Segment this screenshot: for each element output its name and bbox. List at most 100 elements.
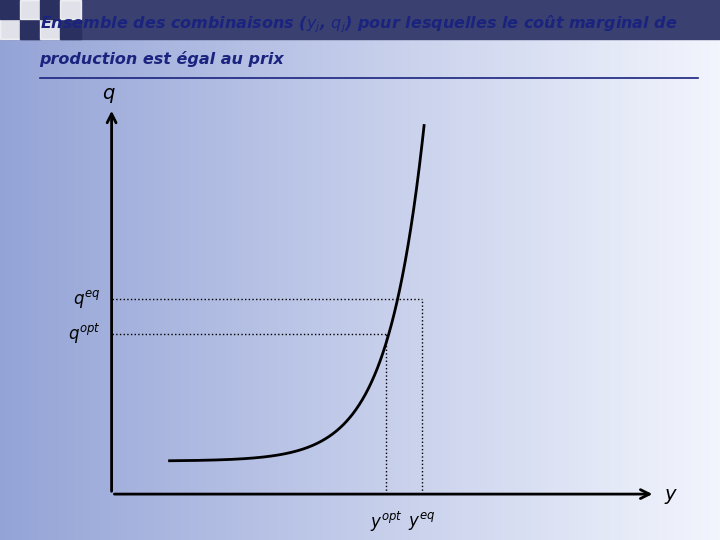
Bar — [9, 0, 12, 540]
Bar — [297, 0, 300, 540]
Bar — [7, 0, 9, 540]
Bar — [41, 0, 43, 540]
Bar — [535, 0, 538, 540]
Bar — [185, 0, 187, 540]
Bar — [0, 0, 720, 39]
Bar — [266, 0, 269, 540]
Bar — [158, 0, 161, 540]
Bar — [689, 0, 691, 540]
Bar — [423, 0, 425, 540]
Bar — [713, 0, 715, 540]
Bar — [521, 0, 523, 540]
Bar — [701, 0, 703, 540]
Bar — [495, 0, 497, 540]
Bar — [279, 0, 281, 540]
Bar — [420, 0, 423, 540]
Bar — [108, 0, 110, 540]
Bar — [441, 0, 444, 540]
Bar — [624, 0, 626, 540]
Bar — [461, 0, 463, 540]
Bar — [99, 0, 101, 540]
Bar — [122, 0, 125, 540]
Bar — [415, 0, 418, 540]
Bar — [612, 0, 614, 540]
Bar — [187, 0, 189, 540]
Bar — [135, 0, 137, 540]
Bar — [178, 0, 180, 540]
Bar — [235, 0, 238, 540]
Bar — [269, 0, 271, 540]
Bar — [84, 0, 86, 540]
Bar — [211, 0, 214, 540]
Bar — [449, 0, 451, 540]
Bar — [394, 0, 396, 540]
Bar — [605, 0, 607, 540]
Bar — [693, 0, 696, 540]
Bar — [331, 0, 333, 540]
Bar — [641, 0, 643, 540]
Bar — [531, 0, 533, 540]
Bar — [151, 0, 153, 540]
Bar — [583, 0, 585, 540]
Bar — [168, 0, 171, 540]
Bar — [456, 0, 459, 540]
Bar — [418, 0, 420, 540]
Bar — [677, 0, 679, 540]
Text: $q^{opt}$: $q^{opt}$ — [68, 322, 101, 347]
Bar — [218, 0, 221, 540]
Text: Ensemble des combinaisons ($y_j$, $q_j$) pour lesquelles le coût marginal de: Ensemble des combinaisons ($y_j$, $q_j$)… — [40, 14, 677, 35]
Bar — [585, 0, 588, 540]
Bar — [617, 0, 619, 540]
Bar — [5, 0, 7, 540]
Bar — [564, 0, 567, 540]
Bar — [675, 0, 677, 540]
Bar — [571, 0, 574, 540]
Bar — [590, 0, 593, 540]
Bar — [204, 0, 207, 540]
Bar — [243, 0, 245, 540]
Bar — [94, 0, 96, 540]
Bar — [40, 19, 60, 39]
Bar — [79, 0, 81, 540]
Bar — [283, 0, 286, 540]
Bar — [614, 0, 617, 540]
Bar — [341, 0, 343, 540]
Bar — [38, 0, 41, 540]
Bar — [24, 0, 27, 540]
Bar — [610, 0, 612, 540]
Bar — [718, 0, 720, 540]
Bar — [398, 0, 401, 540]
Bar — [60, 0, 63, 540]
Bar — [413, 0, 415, 540]
Bar — [336, 0, 338, 540]
Bar — [238, 0, 240, 540]
Bar — [173, 0, 175, 540]
Bar — [338, 0, 341, 540]
Bar — [65, 0, 67, 540]
Bar — [333, 0, 336, 540]
Bar — [698, 0, 701, 540]
Bar — [60, 19, 81, 39]
Bar — [477, 0, 480, 540]
Bar — [401, 0, 403, 540]
Bar — [137, 0, 139, 540]
Bar — [470, 0, 473, 540]
Bar — [233, 0, 235, 540]
Bar — [43, 0, 45, 540]
Bar — [437, 0, 439, 540]
Bar — [27, 0, 29, 540]
Bar — [557, 0, 559, 540]
Bar — [711, 0, 713, 540]
Bar — [384, 0, 387, 540]
Bar — [593, 0, 595, 540]
Bar — [36, 0, 38, 540]
Bar — [466, 0, 468, 540]
Bar — [86, 0, 89, 540]
Text: production est égal au prix: production est égal au prix — [40, 51, 284, 68]
Bar — [706, 0, 708, 540]
Bar — [0, 19, 20, 39]
Text: $y^{opt}$: $y^{opt}$ — [370, 510, 402, 535]
Bar — [77, 0, 79, 540]
Bar — [382, 0, 384, 540]
Bar — [549, 0, 552, 540]
